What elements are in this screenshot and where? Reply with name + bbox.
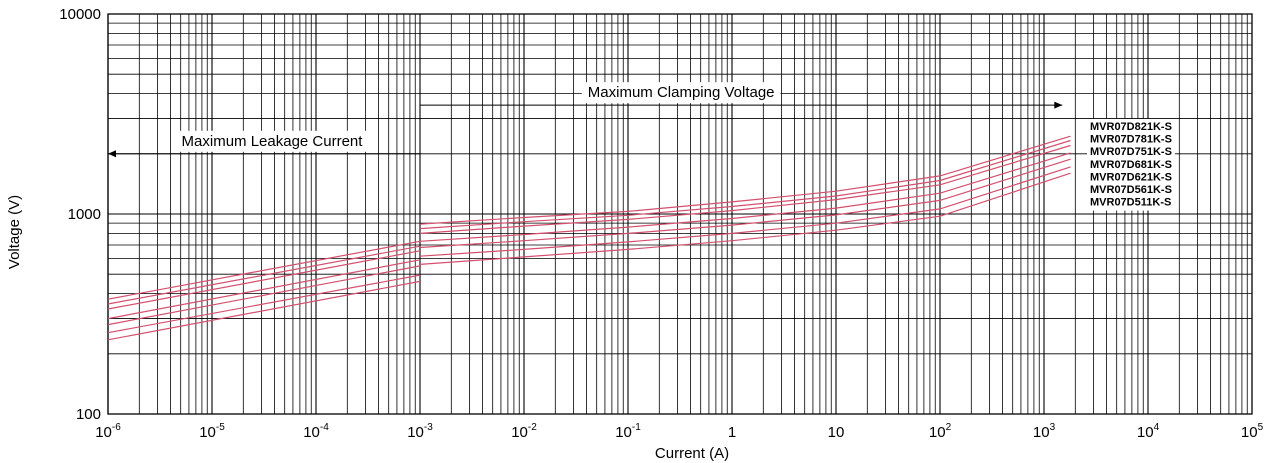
series-line-mvr07d751k-s-leakage (107, 250, 421, 310)
x-tick-label: 105 (1241, 422, 1264, 441)
series-line-mvr07d751k-s-clamping (419, 144, 1071, 234)
legend: MVR07D821K-SMVR07D781K-SMVR07D751K-SMVR0… (1087, 119, 1175, 211)
x-tick-label: 10-4 (303, 422, 329, 441)
x-tick-base: 10 (95, 424, 112, 441)
x-tick-base: 10 (1137, 424, 1154, 441)
x-tick-exponent: 5 (1258, 422, 1264, 433)
x-tick-base: 10 (199, 424, 216, 441)
y-tick-label: 1000 (68, 206, 101, 223)
series-line-mvr07d821k-s-clamping (419, 135, 1071, 225)
y-tick-label: 10000 (59, 6, 101, 23)
legend-entry: MVR07D681K-S (1090, 159, 1172, 171)
x-tick-base: 10 (407, 424, 424, 441)
annotation-label: Maximum Leakage Current (182, 133, 364, 150)
annotation-label-background (581, 82, 781, 104)
series-line-mvr07d781k-s-clamping (419, 139, 1071, 230)
y-axis-label: Voltage (V) (6, 195, 23, 269)
y-tick-label: 100 (76, 406, 101, 423)
x-tick-base: 10 (303, 424, 320, 441)
x-tick-exponent: -1 (632, 422, 641, 433)
x-tick-label: 104 (1137, 422, 1160, 441)
x-tick-label: 10-2 (511, 422, 537, 441)
x-tick-label: 10 (828, 424, 845, 441)
x-tick-base: 10 (511, 424, 528, 441)
series-line-mvr07d511k-s-leakage (107, 280, 421, 341)
x-tick-exponent: 4 (1154, 422, 1160, 433)
legend-entry: MVR07D511K-S (1090, 197, 1171, 209)
x-tick-label: 102 (929, 422, 952, 441)
legend-entry: MVR07D621K-S (1090, 171, 1172, 183)
annotation-arrowhead (1054, 101, 1063, 109)
legend-entry: MVR07D821K-S (1090, 121, 1172, 133)
x-tick-exponent: 2 (946, 422, 952, 433)
series-line-mvr07d681k-s-clamping (419, 152, 1071, 242)
legend-background (1087, 119, 1175, 211)
legend-entry: MVR07D781K-S (1090, 134, 1172, 146)
x-tick-label: 10-3 (407, 422, 433, 441)
plot-frame (107, 13, 1253, 415)
x-axis-label: Current (A) (655, 445, 729, 462)
x-tick-exponent: -4 (320, 422, 329, 433)
x-tick-exponent: 3 (1050, 422, 1056, 433)
series-line-mvr07d621k-s-clamping (419, 158, 1071, 249)
x-tick-base: 10 (929, 424, 946, 441)
series-line-mvr07d821k-s-leakage (107, 240, 421, 300)
x-tick-label: 103 (1033, 422, 1056, 441)
x-tick-base: 1 (728, 424, 736, 441)
x-tick-base: 10 (1241, 424, 1258, 441)
annotation-label-background (175, 130, 370, 152)
x-tick-label: 1 (728, 424, 736, 441)
x-tick-exponent: -2 (528, 422, 537, 433)
annotation-label: Maximum Clamping Voltage (588, 84, 775, 101)
series-line-mvr07d561k-s-leakage (107, 274, 421, 334)
x-tick-exponent: -3 (424, 422, 433, 433)
legend-entry: MVR07D751K-S (1090, 146, 1172, 158)
annotations: Maximum Leakage Current Maximum Clamping … (108, 82, 1063, 158)
series-line-mvr07d561k-s-clamping (419, 166, 1071, 257)
x-tick-exponent: -5 (216, 422, 225, 433)
x-tick-label: 10-1 (615, 422, 641, 441)
x-tick-label: 10-6 (95, 422, 121, 441)
x-tick-base: 10 (828, 424, 845, 441)
x-tick-base: 10 (615, 424, 632, 441)
x-tick-label: 10-5 (199, 422, 225, 441)
series-lines (107, 135, 1071, 341)
tick-labels: 10-6 10-5 10-4 10-3 10-2 10-1 1 10 102 103 104 1051… (59, 6, 1263, 441)
series-line-mvr07d781k-s-leakage (107, 245, 421, 305)
x-tick-base: 10 (1033, 424, 1050, 441)
series-line-mvr07d621k-s-leakage (107, 265, 421, 326)
series-line-mvr07d511k-s-clamping (419, 172, 1071, 265)
x-tick-exponent: -6 (112, 422, 121, 433)
annotation-arrowhead (108, 150, 116, 158)
series-line-mvr07d681k-s-leakage (107, 259, 421, 320)
grid (107, 13, 1253, 415)
legend-entry: MVR07D561K-S (1090, 184, 1172, 196)
